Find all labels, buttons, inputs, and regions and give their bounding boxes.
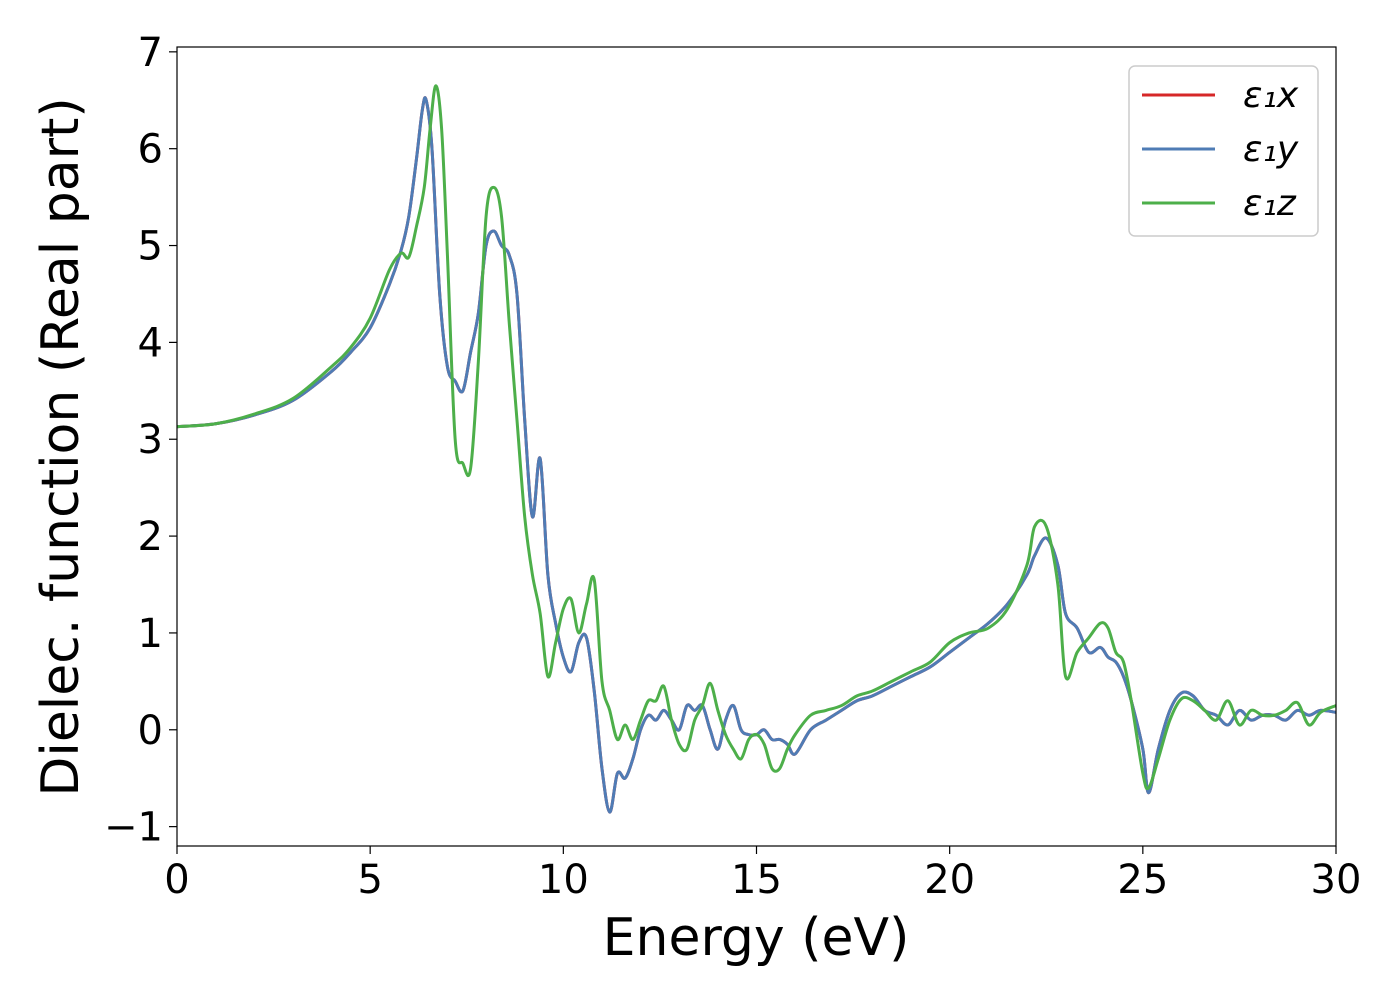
y-tick-label: 6	[138, 127, 163, 173]
y-tick-label: 4	[138, 320, 163, 366]
y-tick-label: 0	[138, 708, 163, 754]
x-tick-label: 25	[1117, 857, 1168, 903]
legend-label-0: ε₁x	[1243, 75, 1299, 116]
y-tick-label: 7	[138, 30, 163, 76]
x-tick-label: 0	[164, 857, 189, 903]
x-tick-label: 5	[357, 857, 382, 903]
y-tick-label: 1	[138, 611, 163, 657]
legend-label-2: ε₁z	[1243, 183, 1297, 224]
x-tick-label: 10	[538, 857, 589, 903]
y-tick-label: 3	[138, 417, 163, 463]
legend: ε₁x ε₁y ε₁z	[1128, 65, 1319, 237]
legend-label-1: ε₁y	[1243, 129, 1299, 170]
series-layer	[177, 84, 1336, 814]
y-tick-label: 2	[138, 514, 163, 560]
x-tick-label: 20	[924, 857, 975, 903]
y-axis-ticks: −1 0 1 2 3 4 5 6 7	[104, 30, 177, 851]
y-axis-label: Dielec. function (Real part)	[31, 97, 91, 796]
x-tick-label: 30	[1311, 857, 1362, 903]
legend-box	[1128, 65, 1319, 237]
series-line-2	[177, 84, 1336, 791]
x-tick-label: 15	[731, 857, 782, 903]
series-line-1	[177, 96, 1336, 814]
y-tick-label: 5	[138, 224, 163, 270]
x-axis-ticks: 0 5 10 15 20 25 30	[164, 846, 1361, 903]
x-axis-label: Energy (eV)	[603, 908, 910, 968]
y-tick-label: −1	[104, 805, 163, 851]
